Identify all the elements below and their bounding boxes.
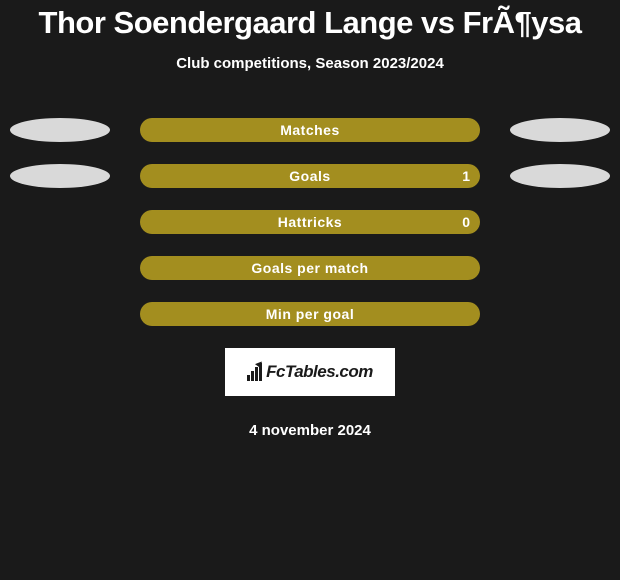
page-title: Thor Soendergaard Lange vs FrÃ¶ysa xyxy=(0,3,620,43)
logo-text: FcTables.com xyxy=(266,362,373,382)
stat-label: Goals xyxy=(289,168,330,184)
stat-row-goals: Goals 1 xyxy=(0,164,620,188)
stat-label: Goals per match xyxy=(251,260,368,276)
stat-bar: Goals per match xyxy=(140,256,480,280)
stats-card: Thor Soendergaard Lange vs FrÃ¶ysa Club … xyxy=(0,0,620,439)
stat-row-gpm: Goals per match xyxy=(0,256,620,280)
stat-bar: Hattricks 0 xyxy=(140,210,480,234)
right-blob xyxy=(510,164,610,188)
stat-bar: Min per goal xyxy=(140,302,480,326)
stat-value: 1 xyxy=(462,168,470,184)
stat-label: Min per goal xyxy=(266,306,354,322)
chart-icon xyxy=(247,363,262,381)
stat-label: Matches xyxy=(280,122,340,138)
stat-label: Hattricks xyxy=(278,214,342,230)
stat-row-hattricks: Hattricks 0 xyxy=(0,210,620,234)
stat-row-mpg: Min per goal xyxy=(0,302,620,326)
stat-bar: Goals 1 xyxy=(140,164,480,188)
stat-row-matches: Matches xyxy=(0,118,620,142)
stat-value: 0 xyxy=(462,214,470,230)
logo-box: FcTables.com xyxy=(225,348,395,396)
logo-container: FcTables.com xyxy=(0,348,620,396)
left-blob xyxy=(10,118,110,142)
page-subtitle: Club competitions, Season 2023/2024 xyxy=(0,55,620,72)
date-label: 4 november 2024 xyxy=(0,422,620,439)
stats-area: Matches Goals 1 Hattricks 0 Goals per ma… xyxy=(0,118,620,326)
left-blob xyxy=(10,164,110,188)
right-blob xyxy=(510,118,610,142)
stat-bar: Matches xyxy=(140,118,480,142)
